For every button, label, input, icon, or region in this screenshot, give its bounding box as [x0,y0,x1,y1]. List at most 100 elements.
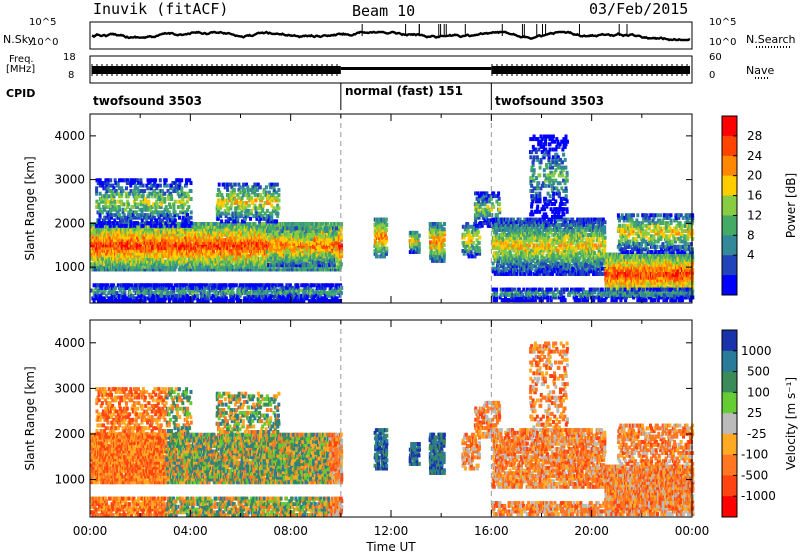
power-echo-cell [120,199,124,204]
power-echo-cell [160,199,164,204]
power-echo-cell [207,264,211,269]
power-echo-cell [163,199,167,204]
power-echo-cell [143,207,147,212]
power-echo-cell [146,221,150,226]
power-echo-cell [194,267,198,272]
power-echo-cell [251,240,255,245]
power-echo-cell [228,230,232,235]
power-echo-cell [158,218,162,223]
power-echo-cell [339,222,343,226]
power-echo-cell [115,215,119,220]
power-echo-cell [198,262,202,267]
power-echo-cell [100,210,104,215]
power-echo-cell [130,181,134,185]
power-echo-cell [169,205,172,209]
power-echo-cell [96,256,100,261]
power-echo-cell [126,246,130,251]
power-echo-cell [113,202,117,207]
power-echo-cell [224,224,228,229]
power-echo-cell [235,262,239,267]
power-echo-cell [123,207,127,212]
power-echo-cell [189,248,193,253]
power-echo-cell [295,222,299,226]
power-echo-cell [139,215,143,220]
power-echo-cell [113,205,117,209]
power-echo-cell [147,256,151,261]
power-echo-cell [196,262,200,267]
power-echo-cell [143,267,147,272]
power-echo-cell [146,230,150,235]
power-echo-cell [148,227,152,232]
power-echo-cell [120,215,124,220]
power-echo-cell [111,205,115,209]
power-panel [90,134,695,303]
power-echo-cell [221,195,225,200]
power-echo-cell [188,254,192,259]
power-echo-cell [145,218,149,223]
power-echo-cell [237,262,241,267]
power-echo-cell [121,210,125,215]
power-echo-cell [142,205,146,209]
power-echo-cell [204,259,207,264]
power-echo-cell [187,262,191,267]
power-echo-cell [152,267,156,272]
power-echo-cell [260,230,264,235]
power-echo-cell [154,256,158,261]
power-echo-cell [214,230,218,235]
power-echo-cell [128,243,131,248]
power-echo-cell [149,223,153,228]
power-echo-cell [206,262,210,267]
power-echo-cell [129,227,133,232]
power-echo-cell [98,183,102,188]
power-echo-cell [148,191,152,196]
power-echo-cell [103,230,106,235]
power-echo-cell [228,246,231,251]
power-echo-cell [105,227,109,232]
power-echo-cell [205,240,209,245]
power-echo-cell [137,264,141,269]
power-echo-cell [331,283,334,288]
power-echo-cell [260,235,263,240]
power-echo-cell [141,262,145,267]
power-echo-cell [132,248,136,253]
power-echo-cell [159,197,162,201]
power-echo-cell [109,254,113,259]
power-echo-cell [158,227,162,232]
power-echo-cell [120,178,123,183]
power-echo-cell [160,210,164,215]
power-echo-cell [118,215,122,220]
power-echo-cell [104,191,108,196]
power-echo-cell [162,254,166,259]
power-echo-cell [125,191,128,196]
power-echo-cell [155,221,159,226]
power-echo-cell [98,251,102,256]
power-echo-cell [189,181,193,185]
power-echo-cell [243,230,247,235]
power-echo-cell [338,267,342,272]
power-echo-cell [173,218,177,223]
power-echo-cell [249,230,253,235]
power-echo-cell [213,267,217,272]
power-echo-cell [145,205,148,209]
power-echo-cell [206,232,210,237]
power-echo-cell [101,267,105,272]
power-echo-cell [155,199,159,204]
power-echo-cell [114,207,118,212]
power-echo-cell [155,202,159,207]
power-echo-cell [208,248,212,253]
power-echo-cell [97,218,101,223]
power-echo-cell [182,262,186,267]
power-echo-cell [152,230,156,235]
power-echo-cell [123,251,127,256]
power-echo-cell [189,215,193,220]
power-echo-cell [224,296,228,301]
power-echo-cell [127,210,131,215]
power-echo-cell [209,222,213,226]
power-echo-cell [337,264,341,269]
power-echo-cell [261,267,264,272]
power-echo-cell [272,222,276,226]
power-echo-cell [155,246,159,251]
power-echo-cell [112,197,116,201]
power-echo-cell [337,232,341,237]
power-echo-cell [159,230,163,235]
